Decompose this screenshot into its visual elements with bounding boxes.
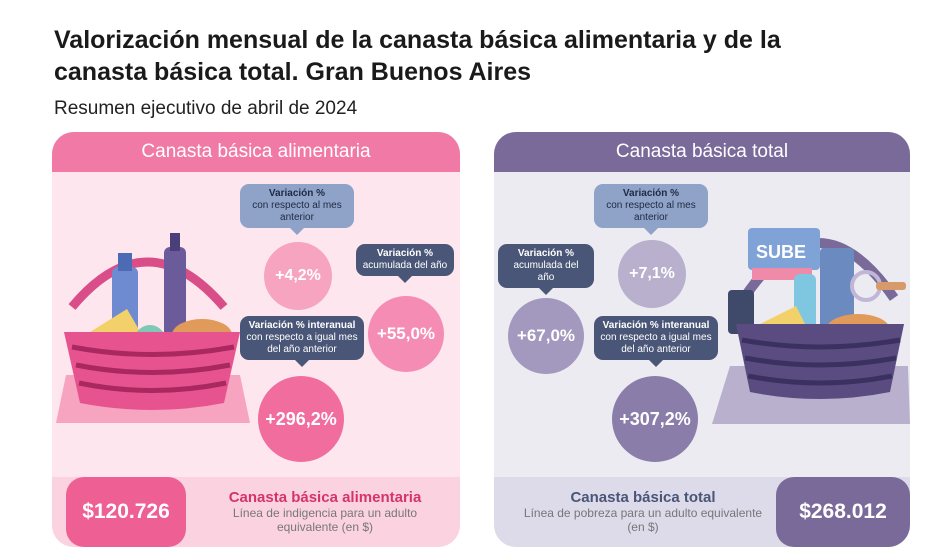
cbt-cumulative-title: Variación % bbox=[517, 248, 575, 259]
cba-footer: $120.726 Canasta básica alimentaria Líne… bbox=[52, 477, 460, 547]
cbt-yoy-desc: con respecto a igual mes del año anterio… bbox=[600, 332, 712, 355]
cbt-cumulative-label: Variación % acumulada del año bbox=[498, 244, 594, 295]
cba-basket-illustration bbox=[56, 233, 250, 423]
cba-yoy-title: Variación % interanual bbox=[248, 320, 356, 331]
cbt-footer-text: Canasta básica total Línea de pobreza pa… bbox=[518, 489, 768, 534]
cba-cumulative-label: Variación % acumulada del año bbox=[356, 244, 454, 283]
cbt-cumulative-value: +67,0% bbox=[508, 298, 584, 374]
cbt-monthly-value: +7,1% bbox=[618, 240, 686, 308]
cba-monthly-desc: con respecto al mes anterior bbox=[252, 200, 342, 223]
cbt-sube-card-text: SUBE bbox=[756, 242, 806, 262]
cba-footer-text: Canasta básica alimentaria Línea de indi… bbox=[202, 489, 448, 534]
cbt-monthly-desc: con respecto al mes anterior bbox=[606, 200, 696, 223]
cbt-yoy-title: Variación % interanual bbox=[602, 320, 710, 331]
page-title: Valorización mensual de la canasta básic… bbox=[54, 26, 781, 86]
cbt-yoy-label: Variación % interanual con respecto a ig… bbox=[594, 316, 718, 367]
cbt-footer-desc: Línea de pobreza para un adulto equivale… bbox=[523, 506, 763, 534]
cba-panel: Canasta básica alimentaria Variación % c… bbox=[52, 132, 460, 547]
cba-yoy-label: Variación % interanual con respecto a ig… bbox=[240, 316, 364, 367]
cbt-panel-heading: Canasta básica total bbox=[494, 132, 910, 172]
cba-footer-title: Canasta básica alimentaria bbox=[228, 489, 422, 506]
cba-monthly-label: Variación % con respecto al mes anterior bbox=[240, 184, 354, 235]
cba-footer-desc: Línea de indigencia para un adulto equiv… bbox=[232, 506, 418, 534]
cbt-yoy-value: +307,2% bbox=[612, 376, 698, 462]
cba-amount: $120.726 bbox=[66, 477, 186, 547]
cbt-footer: Canasta básica total Línea de pobreza pa… bbox=[494, 477, 910, 547]
cba-cumulative-value: +55,0% bbox=[368, 296, 444, 372]
cba-yoy-value: +296,2% bbox=[258, 376, 344, 462]
cbt-cumulative-desc: acumulada del año bbox=[513, 260, 579, 283]
cbt-panel: Canasta básica total SUBE Variación % co… bbox=[494, 132, 910, 547]
cba-yoy-desc: con respecto a igual mes del año anterio… bbox=[246, 332, 358, 355]
cba-panel-heading: Canasta básica alimentaria bbox=[52, 132, 460, 172]
cba-cumulative-title: Variación % bbox=[376, 248, 434, 259]
cbt-amount: $268.012 bbox=[776, 477, 910, 547]
cbt-monthly-title: Variación % bbox=[622, 188, 680, 199]
cba-monthly-value: +4,2% bbox=[264, 242, 332, 310]
cbt-monthly-label: Variación % con respecto al mes anterior bbox=[594, 184, 708, 235]
cbt-footer-title: Canasta básica total bbox=[570, 489, 716, 506]
page-subtitle: Resumen ejecutivo de abril de 2024 bbox=[54, 98, 358, 119]
cbt-basket-illustration: SUBE bbox=[712, 228, 910, 424]
cba-cumulative-desc: acumulada del año bbox=[362, 260, 448, 271]
cba-monthly-title: Variación % bbox=[268, 188, 326, 199]
